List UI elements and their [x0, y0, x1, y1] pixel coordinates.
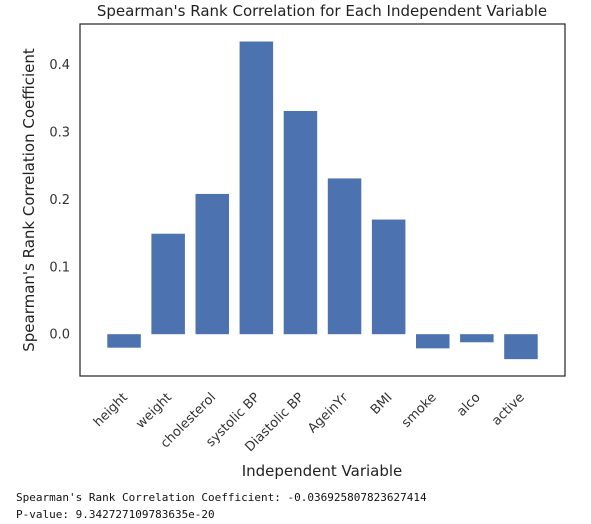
- bar-smoke: [415, 334, 450, 349]
- x-tick-label: AgeinYr: [305, 390, 352, 437]
- bar-cholesterol: [195, 193, 230, 335]
- bar-diastolic-bp: [283, 110, 318, 335]
- x-tick-label: alco: [454, 390, 484, 420]
- x-tick-label: weight: [133, 390, 175, 432]
- spearman-bar-chart: Spearman's Rank Correlation for Each Ind…: [20, 2, 566, 480]
- bars-group: [107, 41, 538, 360]
- y-axis-title: Spearman's Rank Correlation Coefficient: [20, 48, 38, 352]
- pvalue-output-line: P-value: 9.342727109783635e-20: [16, 508, 215, 521]
- bar-systolic-bp: [239, 41, 274, 335]
- y-tick-label: 0.4: [49, 58, 70, 73]
- bar-alco: [460, 334, 494, 343]
- y-tick-label: 0.0: [49, 328, 70, 343]
- bar-ageinyr: [327, 178, 362, 335]
- bar-height: [107, 334, 141, 348]
- bar-weight: [151, 233, 185, 335]
- x-tick-label: active: [489, 390, 528, 429]
- bar-active: [504, 334, 538, 360]
- coefficient-output-line: Spearman's Rank Correlation Coefficient:…: [16, 491, 427, 504]
- x-tick-label: height: [91, 390, 131, 430]
- y-axis-ticks: 0.0 0.1 0.2 0.3 0.4: [49, 58, 70, 343]
- y-tick-label: 0.3: [49, 125, 70, 140]
- x-tick-label: smoke: [399, 390, 440, 431]
- y-tick-label: 0.1: [49, 260, 70, 275]
- x-axis-title: Independent Variable: [242, 462, 403, 480]
- x-tick-label: BMI: [368, 390, 396, 418]
- chart-title: Spearman's Rank Correlation for Each Ind…: [97, 2, 547, 20]
- y-tick-label: 0.2: [49, 193, 70, 208]
- plot-area-frame: [79, 23, 566, 377]
- bar-bmi: [371, 219, 406, 335]
